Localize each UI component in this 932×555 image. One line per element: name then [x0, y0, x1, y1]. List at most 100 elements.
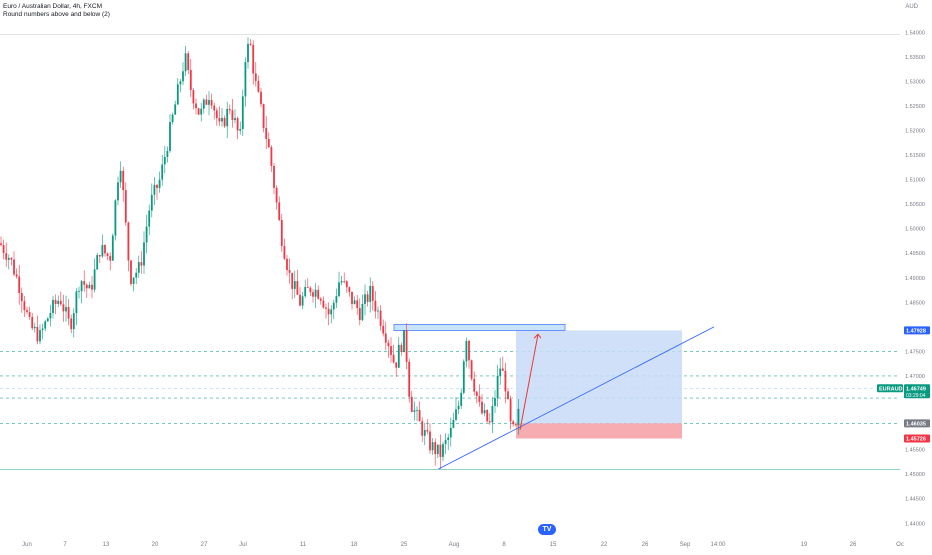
candle-body: [218, 118, 221, 122]
candle-body: [283, 246, 286, 259]
candle-body: [70, 318, 73, 330]
candle-body: [41, 328, 44, 331]
candle-body: [249, 43, 252, 45]
x-axis-tick-label: 11: [300, 542, 307, 548]
candle-body: [483, 410, 486, 414]
tradingview-logo-icon: TV: [538, 524, 556, 535]
candle-body: [322, 300, 325, 308]
candle-body: [26, 310, 28, 313]
candle-body: [241, 96, 244, 130]
candle-body: [312, 292, 314, 297]
candle-body: [28, 312, 31, 317]
candle-body: [143, 242, 145, 266]
candle-body: [163, 156, 166, 165]
candle-body: [408, 361, 411, 397]
x-axis-tick-label: 18: [351, 542, 358, 548]
candle-body: [75, 291, 78, 314]
candle-body: [392, 354, 395, 363]
candle-body: [353, 300, 356, 305]
candle-body: [379, 310, 382, 326]
candle-body: [299, 294, 301, 306]
candle-body: [52, 299, 54, 314]
candle-body: [478, 396, 481, 402]
candle-body: [257, 80, 260, 92]
candle-body: [62, 304, 65, 312]
x-axis-tick-label: 27: [201, 542, 208, 548]
candle-body: [384, 333, 387, 343]
candle-body: [23, 301, 26, 311]
candle-body: [512, 421, 515, 425]
chart-title: Euro / Australian Dollar, 4h, FXCM: [3, 3, 102, 10]
candle-body: [158, 179, 161, 188]
candle-body: [431, 442, 434, 451]
entry-price-badge-text: 1.46035: [906, 421, 926, 427]
projection-arrow-head: [533, 333, 542, 339]
candle-body: [127, 222, 130, 261]
x-axis-tick-label: Oc: [896, 542, 904, 548]
currency-label: AUD: [905, 4, 918, 10]
candle-body: [291, 272, 294, 289]
x-axis-tick-label: Jul: [239, 542, 247, 548]
y-axis-tick-label: 1.45000: [905, 472, 925, 478]
candle-body: [361, 303, 364, 321]
candle-body: [59, 300, 62, 305]
y-axis-tick-label: 1.52500: [905, 104, 925, 110]
candle-body: [286, 258, 288, 271]
candle-body: [382, 325, 385, 334]
profit-zone: [516, 330, 682, 424]
candle-body: [332, 302, 335, 310]
candle-body: [319, 298, 322, 301]
candle-body: [150, 194, 153, 211]
candle-body: [345, 281, 348, 288]
candle-body: [470, 360, 473, 379]
candle-body: [231, 110, 234, 121]
candle-body: [509, 399, 512, 422]
candle-body: [208, 100, 210, 105]
candle-body: [135, 272, 138, 278]
candle-body: [57, 300, 60, 304]
candle-body: [304, 286, 307, 297]
projection-arrow: [519, 334, 539, 431]
y-axis-tick-label: 1.49500: [905, 251, 925, 257]
symbol-badge-text: EURAUD: [879, 386, 903, 392]
candle-body: [210, 100, 213, 106]
candle-body: [364, 294, 366, 304]
candle-body: [2, 245, 5, 254]
candle-body: [468, 340, 470, 361]
candle-body: [486, 410, 489, 422]
candle-body: [44, 321, 47, 329]
candle-body: [15, 274, 18, 277]
candle-body: [273, 165, 275, 188]
candle-body: [371, 286, 374, 301]
candle-body: [49, 313, 52, 319]
candle-body: [215, 110, 218, 119]
candle-body: [96, 255, 99, 270]
candle-body: [31, 316, 34, 329]
candle-body: [517, 408, 520, 426]
candle-body: [265, 128, 268, 139]
candle-body: [418, 409, 421, 422]
candle-body: [436, 444, 439, 455]
current-price-text: 1.46749: [906, 386, 926, 392]
candle-body: [403, 330, 405, 353]
candle-body: [239, 129, 242, 131]
candle-body: [400, 344, 403, 353]
candle-body: [280, 220, 283, 247]
candle-body: [228, 108, 231, 111]
candle-body: [179, 81, 182, 85]
candle-body: [169, 122, 171, 151]
candle-body: [267, 138, 270, 148]
candle-body: [106, 253, 109, 256]
candle-body: [348, 287, 351, 292]
candle-body: [93, 269, 96, 290]
candle-body: [296, 281, 299, 295]
candle-body: [262, 104, 265, 129]
candle-body: [462, 361, 465, 393]
candle-body: [514, 424, 517, 426]
candle-body: [358, 308, 361, 321]
candle-body: [176, 84, 179, 105]
candle-body: [254, 73, 257, 81]
candle-body: [444, 440, 447, 445]
